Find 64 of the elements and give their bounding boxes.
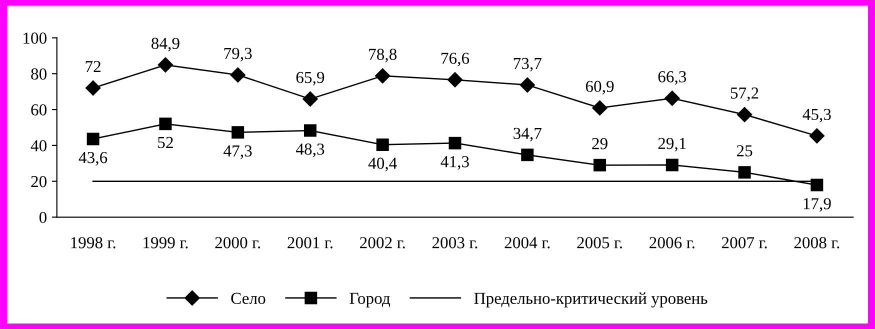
data-label: 78,8 bbox=[369, 48, 397, 62]
y-tick-label: 100 bbox=[24, 32, 47, 44]
data-label: 57,2 bbox=[730, 87, 758, 102]
x-tick-label: 2006 г. bbox=[650, 237, 694, 248]
data-label: 73,7 bbox=[514, 58, 542, 72]
point bbox=[736, 107, 752, 122]
point bbox=[594, 158, 606, 172]
point bbox=[304, 124, 316, 137]
data-label: 40,4 bbox=[368, 158, 397, 172]
x-tick-label: 1998 г. bbox=[71, 237, 116, 248]
point bbox=[521, 148, 534, 162]
point bbox=[809, 128, 824, 144]
point bbox=[664, 90, 680, 106]
data-label: 65,9 bbox=[296, 72, 324, 86]
legend-label: Село bbox=[231, 292, 266, 304]
x-tick-label: 2000 г. bbox=[215, 237, 260, 248]
x-tick-label: 2005 г. bbox=[577, 237, 622, 248]
data-label: 17,9 bbox=[804, 198, 831, 212]
point bbox=[666, 158, 678, 172]
point bbox=[376, 138, 389, 151]
x-tick-label: 2008 г. bbox=[794, 237, 840, 248]
point bbox=[592, 100, 608, 116]
data-label: 66,3 bbox=[658, 71, 686, 85]
y-tick-label: 0 bbox=[39, 212, 47, 224]
x-tick-label: 2004 г. bbox=[504, 237, 550, 248]
x-tick-label: 2007 г. bbox=[722, 237, 767, 248]
data-label: 60,9 bbox=[586, 80, 614, 94]
point bbox=[520, 77, 535, 93]
point bbox=[448, 136, 462, 150]
y-tick-label: 40 bbox=[30, 140, 47, 152]
data-label: 84,9 bbox=[152, 38, 180, 52]
data-label: 34,7 bbox=[514, 128, 542, 142]
data-label: 45,3 bbox=[802, 108, 831, 122]
legend-label: Предельно-критический уровень bbox=[474, 292, 708, 308]
data-label: 76,6 bbox=[442, 52, 470, 66]
point bbox=[86, 132, 100, 146]
point bbox=[302, 91, 318, 107]
data-label: 48,3 bbox=[296, 144, 324, 158]
data-label: 47,3 bbox=[224, 145, 252, 159]
y-tick-label: 80 bbox=[31, 68, 47, 80]
point bbox=[447, 72, 463, 88]
point bbox=[375, 68, 390, 84]
x-tick-label: 1999 г. bbox=[144, 237, 188, 248]
point bbox=[232, 126, 244, 139]
data-label: 43,6 bbox=[78, 152, 108, 166]
x-tick-label: 2001 г. bbox=[288, 237, 332, 248]
y-tick-label: 20 bbox=[31, 176, 47, 188]
point bbox=[86, 80, 101, 96]
point bbox=[158, 57, 174, 72]
data-label: 29,1 bbox=[658, 138, 686, 152]
legend-label: Город bbox=[350, 292, 390, 308]
data-label: 79,3 bbox=[224, 48, 252, 62]
data-label: 25 bbox=[736, 145, 752, 156]
x-tick-label: 2002 г. bbox=[360, 237, 405, 248]
data-label: 52 bbox=[158, 136, 173, 148]
data-label: 29 bbox=[592, 138, 608, 150]
y-tick-label: 60 bbox=[31, 104, 47, 116]
point bbox=[810, 178, 824, 192]
point bbox=[159, 118, 172, 130]
point bbox=[230, 67, 246, 83]
point bbox=[738, 166, 751, 179]
data-label: 72 bbox=[86, 60, 100, 72]
data-label: 41,3 bbox=[440, 156, 469, 170]
x-tick-label: 2003 г. bbox=[432, 237, 478, 248]
